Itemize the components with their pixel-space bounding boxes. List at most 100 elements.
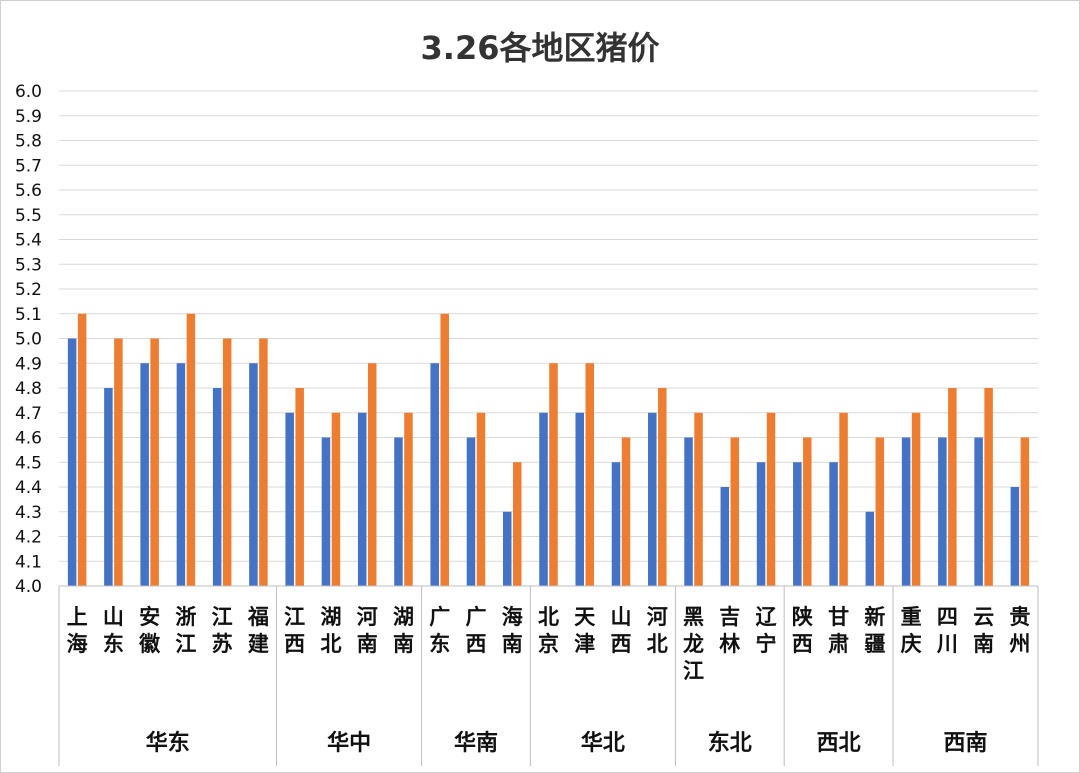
category-label: 浙 bbox=[175, 605, 196, 629]
bar bbox=[803, 437, 812, 586]
category-label: 天 bbox=[574, 605, 596, 629]
bar bbox=[512, 462, 522, 586]
y-tick-label: 5.9 bbox=[15, 107, 42, 127]
y-tick-label: 4.1 bbox=[15, 552, 42, 572]
y-tick-label: 5.2 bbox=[15, 280, 42, 300]
y-tick-label: 4.3 bbox=[15, 503, 42, 523]
category-label: 上 bbox=[67, 605, 88, 629]
category-label: 辽 bbox=[756, 605, 778, 629]
bar bbox=[259, 338, 268, 586]
bar bbox=[150, 338, 159, 586]
bar bbox=[357, 412, 367, 586]
category-label: 安 bbox=[139, 605, 160, 629]
bar bbox=[466, 437, 476, 586]
bar bbox=[658, 388, 667, 586]
bar bbox=[77, 313, 87, 586]
category-label: 林 bbox=[719, 632, 740, 656]
category-label: 江 bbox=[212, 605, 233, 629]
bar bbox=[476, 412, 486, 586]
region-label: 东北 bbox=[708, 730, 752, 756]
y-tick-label: 4.0 bbox=[15, 577, 42, 597]
y-tick-label: 5.6 bbox=[15, 181, 42, 201]
category-label: 西 bbox=[792, 632, 813, 656]
y-tick-label: 5.4 bbox=[15, 231, 42, 251]
bar bbox=[839, 412, 848, 586]
bar bbox=[440, 313, 449, 586]
y-tick-label: 5.8 bbox=[15, 132, 42, 152]
region-label: 华北 bbox=[581, 730, 625, 756]
category-label: 新 bbox=[864, 605, 885, 629]
category-label: 甘 bbox=[828, 605, 849, 629]
bar bbox=[974, 437, 983, 586]
category-label: 东 bbox=[429, 632, 450, 656]
bar bbox=[694, 412, 703, 586]
category-label: 江 bbox=[683, 659, 704, 683]
y-tick-label: 5.3 bbox=[15, 255, 42, 275]
bar bbox=[394, 437, 403, 586]
region-label: 华东 bbox=[146, 730, 190, 756]
category-label: 福 bbox=[247, 605, 269, 629]
bar bbox=[720, 487, 730, 586]
bar bbox=[756, 462, 766, 586]
bar bbox=[67, 338, 77, 586]
region-label: 华中 bbox=[327, 730, 371, 756]
category-label: 西 bbox=[465, 632, 486, 656]
category-label: 海 bbox=[67, 632, 88, 656]
bar bbox=[285, 412, 294, 586]
y-tick-label: 4.4 bbox=[15, 478, 42, 498]
bar bbox=[430, 363, 439, 586]
bar bbox=[114, 338, 123, 586]
category-label: 四 bbox=[937, 605, 958, 629]
category-label: 黑 bbox=[683, 605, 704, 629]
category-label: 徽 bbox=[138, 632, 161, 656]
bar bbox=[793, 462, 802, 586]
category-label: 山 bbox=[103, 605, 124, 629]
bar bbox=[938, 437, 947, 586]
category-label: 建 bbox=[248, 632, 269, 656]
category-label: 北 bbox=[320, 632, 341, 656]
bar bbox=[901, 437, 911, 586]
bar bbox=[331, 412, 341, 586]
category-label: 东 bbox=[103, 632, 124, 656]
bar bbox=[875, 437, 885, 586]
bar bbox=[1010, 487, 1020, 586]
y-tick-label: 5.7 bbox=[15, 156, 42, 176]
y-tick-label: 4.6 bbox=[15, 429, 42, 449]
category-label: 广 bbox=[465, 605, 486, 629]
category-label: 庆 bbox=[901, 632, 922, 656]
bar bbox=[948, 388, 957, 586]
category-label: 海 bbox=[502, 605, 523, 629]
category-label: 南 bbox=[357, 632, 378, 656]
category-label: 贵 bbox=[1009, 605, 1030, 629]
bar bbox=[611, 462, 621, 586]
category-label: 南 bbox=[973, 632, 994, 656]
bar bbox=[249, 363, 258, 586]
bar bbox=[865, 511, 875, 586]
bar bbox=[186, 313, 196, 586]
y-tick-label: 4.2 bbox=[15, 528, 42, 548]
category-label: 西 bbox=[284, 632, 305, 656]
y-tick-label: 4.7 bbox=[15, 404, 42, 424]
chart-title: 3.26各地区猪价 bbox=[420, 29, 660, 67]
category-label: 京 bbox=[538, 632, 559, 656]
bar bbox=[648, 412, 657, 586]
bar bbox=[104, 388, 113, 586]
bar bbox=[829, 462, 838, 586]
category-label: 重 bbox=[901, 605, 922, 629]
category-label: 北 bbox=[647, 632, 668, 656]
category-label: 津 bbox=[574, 632, 595, 656]
category-label: 云 bbox=[973, 605, 994, 629]
y-tick-label: 5.0 bbox=[15, 330, 42, 350]
category-label: 苏 bbox=[212, 632, 233, 656]
category-label: 南 bbox=[502, 632, 523, 656]
bar bbox=[212, 388, 222, 586]
category-label: 宁 bbox=[756, 632, 777, 656]
bar bbox=[539, 412, 548, 586]
region-label: 华南 bbox=[454, 730, 498, 756]
category-label: 吉 bbox=[719, 605, 740, 629]
category-label: 川 bbox=[936, 632, 958, 656]
bar bbox=[621, 437, 631, 586]
region-label: 西北 bbox=[817, 731, 861, 756]
